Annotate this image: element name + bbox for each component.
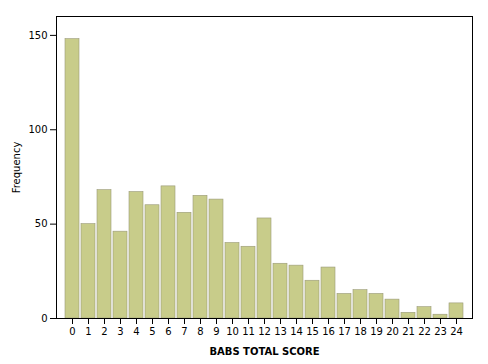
- svg-text:100: 100: [28, 124, 47, 135]
- svg-text:22: 22: [418, 326, 431, 337]
- svg-text:0: 0: [41, 313, 47, 324]
- svg-text:23: 23: [434, 326, 447, 337]
- svg-text:11: 11: [242, 326, 255, 337]
- svg-text:15: 15: [306, 326, 319, 337]
- svg-text:0: 0: [69, 326, 75, 337]
- svg-text:10: 10: [226, 326, 239, 337]
- svg-text:5: 5: [149, 326, 155, 337]
- svg-text:21: 21: [402, 326, 415, 337]
- svg-text:6: 6: [165, 326, 171, 337]
- svg-text:19: 19: [370, 326, 383, 337]
- svg-text:7: 7: [181, 326, 187, 337]
- svg-text:20: 20: [386, 326, 399, 337]
- svg-text:4: 4: [133, 326, 139, 337]
- svg-text:3: 3: [117, 326, 123, 337]
- svg-text:1: 1: [85, 326, 91, 337]
- svg-text:2: 2: [101, 326, 107, 337]
- svg-text:12: 12: [258, 326, 271, 337]
- svg-text:9: 9: [213, 326, 219, 337]
- svg-text:14: 14: [290, 326, 303, 337]
- svg-text:BABS TOTAL SCORE: BABS TOTAL SCORE: [209, 346, 319, 357]
- svg-text:150: 150: [28, 30, 47, 41]
- svg-text:Frequency: Frequency: [11, 142, 22, 194]
- svg-text:16: 16: [322, 326, 335, 337]
- svg-text:18: 18: [354, 326, 367, 337]
- svg-text:50: 50: [35, 218, 48, 229]
- svg-text:13: 13: [274, 326, 287, 337]
- svg-text:24: 24: [450, 326, 463, 337]
- svg-text:17: 17: [338, 326, 351, 337]
- svg-text:8: 8: [197, 326, 203, 337]
